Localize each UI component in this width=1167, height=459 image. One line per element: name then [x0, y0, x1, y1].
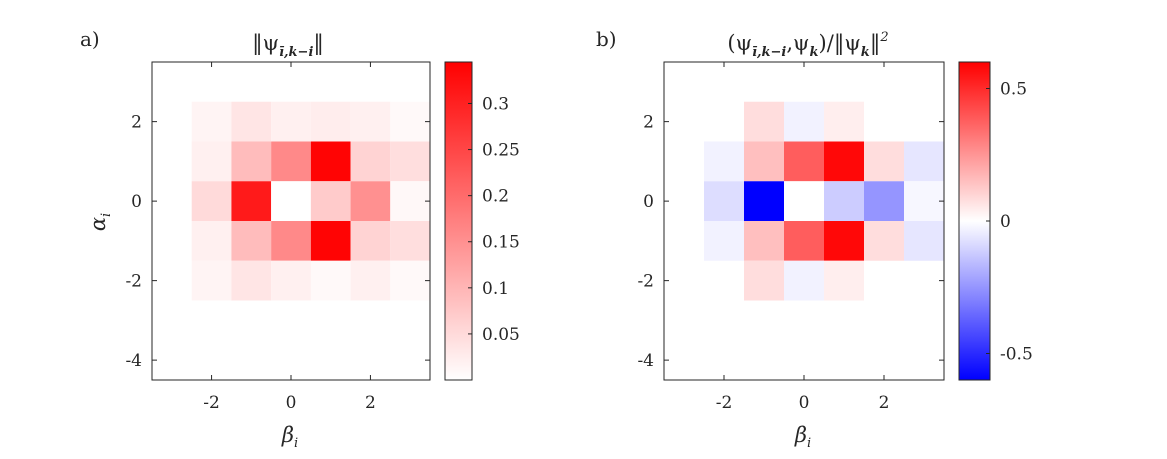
heatmap-cell [390, 181, 430, 221]
colorbar-tick-label: 0.1 [482, 279, 509, 299]
panel-b-xlabel: βi [794, 423, 811, 451]
heatmap-cell [310, 221, 351, 261]
panel-b-ticks: -2 0 2 -4 -2 0 2 [637, 62, 944, 413]
heatmap-cell [231, 141, 272, 182]
heatmap-cell [271, 260, 311, 301]
panel-a-ticks: -2 0 2 -4 -2 0 2 [125, 62, 430, 413]
heatmap-cell [824, 101, 864, 142]
heatmap-cell [191, 221, 232, 261]
heatmap-cell [824, 260, 864, 301]
colorbar-tick-label: 0 [1000, 212, 1011, 232]
heatmap-cell [191, 181, 232, 221]
panel-a-ylabel: αi [86, 213, 114, 231]
x-tick-label: -2 [716, 393, 733, 413]
heatmap-cell [191, 101, 232, 142]
heatmap-cell [191, 260, 232, 301]
panel-b: b) (ψī,k−i,ψk)/‖ψk‖2 -2 0 2 -4 -2 0 2 βi -0.5 0… [596, 27, 1033, 451]
panel-a-label: a) [80, 27, 100, 51]
panel-a-title: ‖ψī,k−i‖ [252, 31, 324, 60]
x-tick-label: 0 [286, 393, 297, 413]
y-tick-label: -4 [125, 351, 142, 371]
heatmap-cell [310, 141, 351, 182]
colorbar-tick-label: 0.05 [482, 325, 520, 345]
heatmap-cell [904, 181, 944, 221]
heatmap-cell [744, 141, 784, 182]
y-tick-label: 0 [643, 192, 654, 212]
heatmap-cell [744, 101, 784, 142]
heatmap-cell [784, 260, 824, 301]
heatmap-cell [271, 181, 311, 221]
heatmap-cell [784, 181, 824, 221]
heatmap-cell [390, 260, 430, 301]
x-tick-label: 2 [879, 393, 890, 413]
heatmap-cell [864, 221, 904, 261]
y-tick-label: -4 [637, 351, 654, 371]
panel-b-label: b) [596, 27, 617, 51]
y-tick-label: -2 [637, 272, 654, 292]
heatmap-cell [350, 141, 391, 182]
heatmap-cell [271, 101, 311, 142]
heatmap-cell [784, 141, 824, 182]
heatmap-cell [784, 101, 824, 142]
heatmap-cell [310, 101, 351, 142]
heatmap-cell [704, 221, 744, 261]
colorbar-tick-label: 0.2 [482, 187, 509, 207]
heatmap-cell [310, 260, 351, 301]
heatmap-cell [864, 181, 904, 221]
y-tick-label: -2 [125, 272, 142, 292]
heatmap-cell [704, 141, 744, 182]
heatmap-cell [271, 141, 311, 182]
x-tick-label: 2 [365, 393, 376, 413]
colorbar-tick-label: 0.25 [482, 141, 520, 161]
colorbar-tick-label: 0.5 [1000, 80, 1027, 100]
heatmap-cell [191, 141, 232, 182]
heatmap-cell [784, 221, 824, 261]
panel-a: a) ‖ψī,k−i‖ -2 0 2 -4 -2 0 2 βi αi 0.05 0.1 0.15… [80, 27, 520, 451]
heatmap-cell [904, 141, 944, 182]
heatmap-cell [350, 101, 391, 142]
panel-b-title: (ψī,k−i,ψk)/‖ψk‖2 [727, 30, 888, 60]
y-tick-label: 2 [643, 113, 654, 133]
colorbar-tick-label: 0.3 [482, 94, 509, 114]
heatmap-b-cells [704, 101, 944, 301]
heatmap-cell [231, 221, 272, 261]
colorbar-gradient [444, 61, 473, 381]
colorbar-gradient [958, 61, 991, 381]
heatmap-cell [271, 221, 311, 261]
heatmap-cell [744, 260, 784, 301]
colorbar-tick-label: -0.5 [1000, 345, 1033, 365]
heatmap-cell [824, 181, 864, 221]
y-tick-label: 2 [131, 113, 142, 133]
heatmap-cell [824, 141, 864, 182]
heatmap-cell [390, 141, 430, 182]
heatmap-cell [310, 181, 351, 221]
heatmap-cell [231, 101, 272, 142]
heatmap-cell [824, 221, 864, 261]
heatmap-cell [744, 181, 784, 221]
heatmap-cell [704, 181, 744, 221]
heatmap-cell [231, 181, 272, 221]
colorbar-tick-label: 0.15 [482, 233, 520, 253]
heatmap-cell [864, 141, 904, 182]
panel-b-colorbar: -0.5 0 0.5 [958, 61, 1033, 381]
panel-a-xlabel: βi [281, 423, 298, 451]
x-tick-label: 0 [799, 393, 810, 413]
heatmap-a-cells [191, 101, 430, 301]
heatmap-cell [390, 101, 430, 142]
heatmap-cell [350, 181, 391, 221]
heatmap-cell [744, 221, 784, 261]
y-tick-label: 0 [131, 192, 142, 212]
panel-a-colorbar: 0.05 0.1 0.15 0.2 0.25 0.3 [444, 61, 520, 381]
heatmap-cell [350, 260, 391, 301]
heatmap-cell [390, 221, 430, 261]
heatmap-cell [231, 260, 272, 301]
x-tick-label: -2 [203, 393, 220, 413]
heatmap-cell [904, 221, 944, 261]
heatmap-cell [350, 221, 391, 261]
